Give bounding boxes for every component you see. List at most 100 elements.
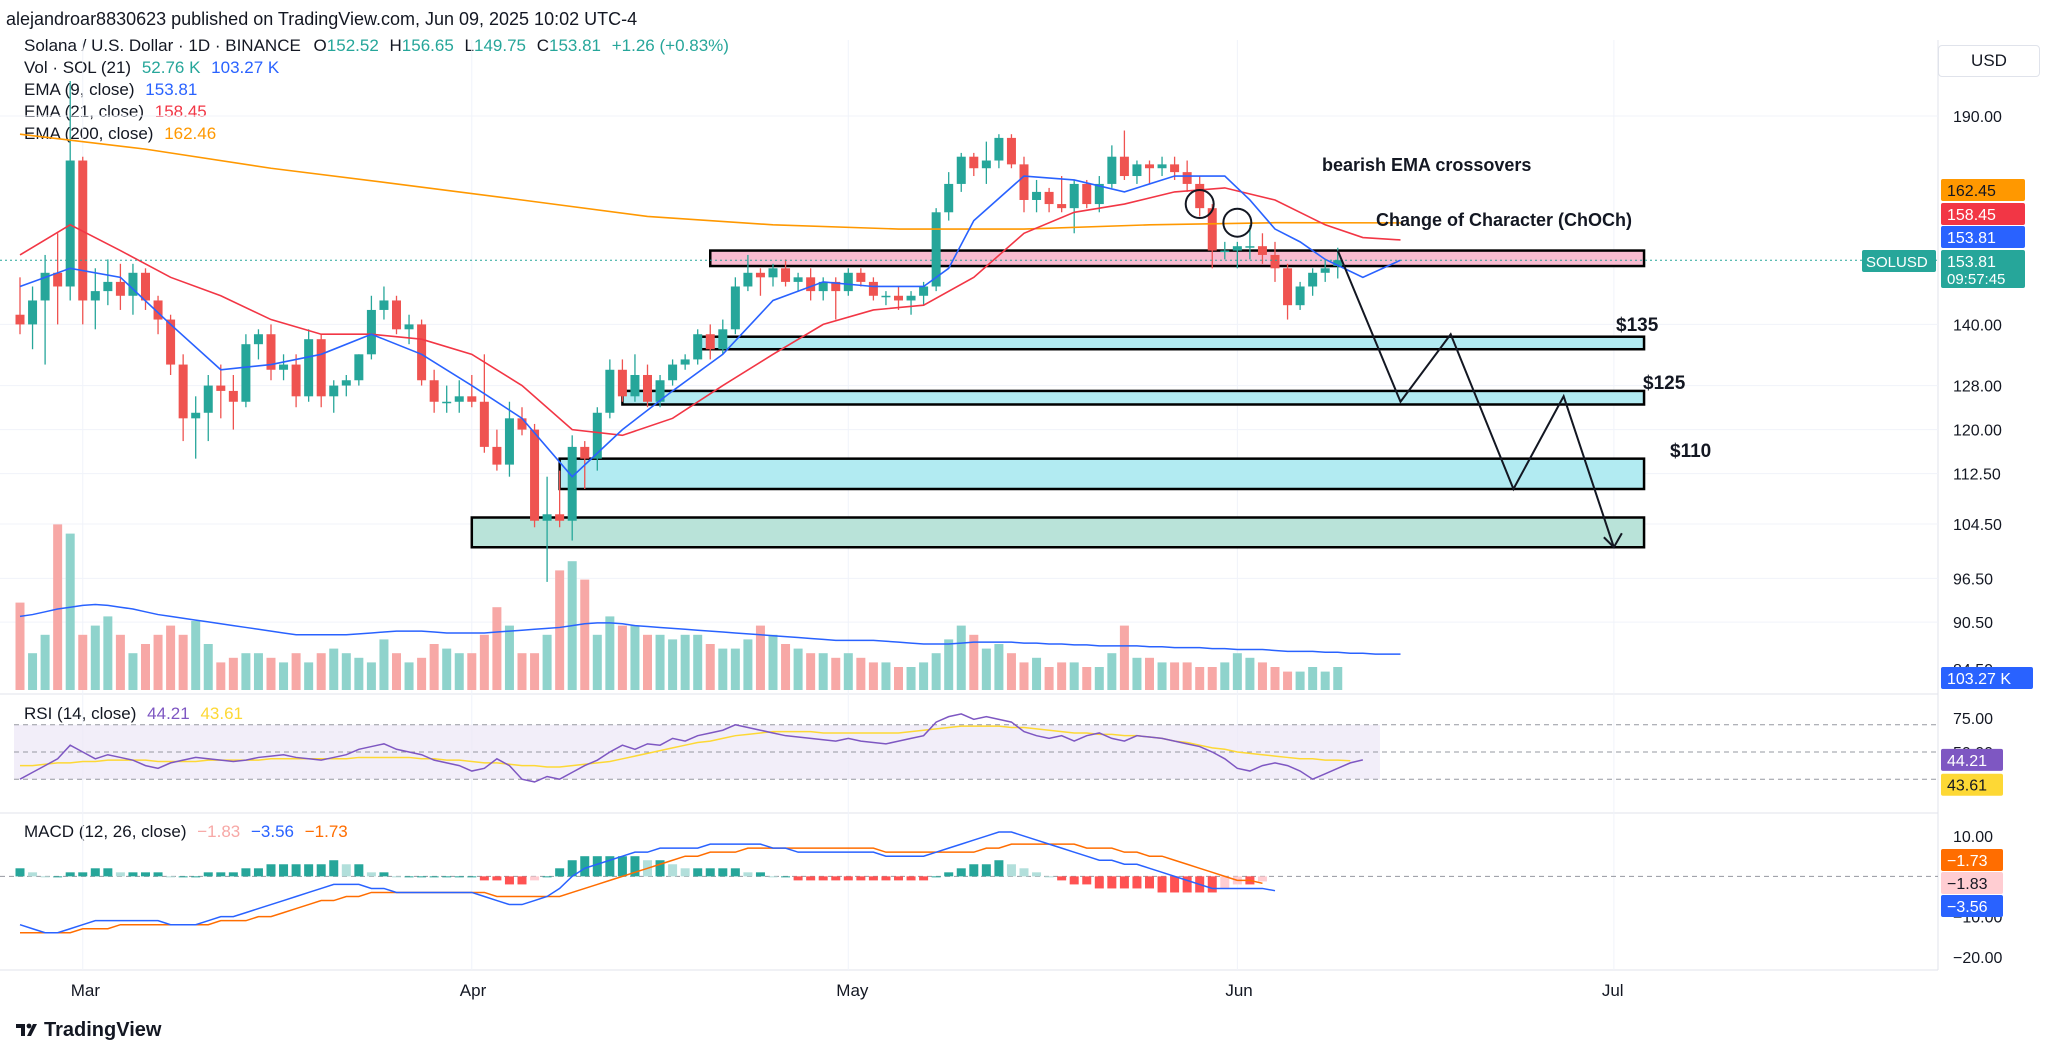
volume-bar [429,644,439,690]
macd-hist-bar [818,876,828,881]
volume-bar [1295,671,1305,690]
legend-close: 153.81 [549,36,602,55]
macd-hist-bar [856,876,866,881]
candle-body [1044,191,1054,205]
candle-body [856,272,866,282]
candle-body [166,319,176,365]
candle-body [680,359,690,365]
rsi-badge: 44.21 [1947,753,1987,770]
candle-body [1094,183,1104,205]
rsi-legend: RSI (14, close) 44.21 43.61 [24,704,243,724]
candle-body [392,300,401,330]
volume-legend: Vol · SOL (21) 52.76 K 103.27 K [24,58,279,78]
macd-hist-bar [103,868,113,877]
ema21-badge-bg [1941,203,2025,225]
candle-body [592,412,602,459]
macd-hist-bar [366,872,376,877]
macd-hist-bar [617,856,627,877]
ema21-line [19,187,1401,437]
macd-hist-bar [580,856,590,877]
macd-hist-bar [1182,876,1192,893]
symbol-tag-bg [1862,250,1936,272]
volume-bar [115,634,125,690]
candle-body [492,446,502,465]
volume-bar [1308,667,1318,690]
volume-bar [216,662,226,690]
volume-bar [228,657,238,690]
macd-hist-bar [630,856,640,877]
candle-body [1145,164,1154,169]
macd-hist-bar [454,876,464,878]
candle-body [191,412,201,419]
macd-hist-bar [90,868,100,877]
legend-l-label: L [464,36,474,55]
macd-hist-badge: −1.83 [1947,876,1988,893]
candle-body [944,183,954,213]
macd-hist-bar [279,864,289,877]
volume-bar [693,634,703,690]
volume-bar [1044,667,1054,690]
volume-bar [592,634,602,690]
candle-body [630,374,640,397]
macd-hist-bar [605,856,615,877]
candle-body [1019,164,1029,200]
volume-bar [818,653,828,690]
volume-bar [291,653,301,690]
price-axis-label: 128.00 [1953,379,2002,396]
macd-hist-bar [417,876,427,878]
macd-hist-bar [956,868,966,877]
candle-body [868,281,878,296]
macd-hist-bar [442,876,452,878]
macd-hist-bar [1019,868,1029,877]
candle-body [718,329,728,350]
volume-bar [781,644,791,690]
macd-line-badge-bg [1941,895,2003,917]
volume-bar [266,657,276,690]
candle-body [1232,246,1242,251]
candle-body [1032,191,1042,200]
volume-bar [404,662,414,690]
candle-body [404,324,414,330]
volume-bar [956,625,966,690]
candle-body [1320,268,1330,273]
macd-hist-bar [718,868,728,877]
candle-body [730,286,740,330]
rsi-badge-bg [1941,748,2003,771]
macd-hist-bar [228,872,238,877]
candle-body [28,300,38,325]
candle-body [442,401,452,404]
currency-button[interactable]: USD [1938,45,2040,77]
candle-body [354,354,364,381]
volume-bar [630,625,640,690]
volume-bar [1069,662,1079,690]
macd-hist-bar [1006,864,1016,877]
candle-body [141,272,150,301]
volume-bar [454,653,464,690]
volume-bar [1032,657,1042,690]
volume-bar [881,662,891,690]
macd-hist-bar [567,860,577,877]
candle-body [981,160,991,169]
zone-support [621,389,1646,406]
macd-hist-bar [1145,876,1154,889]
volume-bar [78,634,88,690]
macd-hist-bar [517,876,527,885]
volume-bar [743,639,753,690]
macd-hist-badge-bg [1941,872,2003,894]
candle-body [467,396,477,402]
legend-c-label: C [536,36,550,55]
volume-bar [806,653,816,690]
volume-bar [969,634,979,690]
macd-hist-bar [191,876,201,878]
macd-hist-bar [969,864,979,877]
volume-bar [53,524,63,690]
price-axis-label: 120.00 [1953,423,2002,440]
candle-body [555,514,565,521]
symbol-tag: SOLUSD [1866,254,1928,271]
macd-hist-bar [1170,876,1180,893]
candle-body [128,272,138,296]
macd-hist-bar [1032,872,1042,877]
volume-bar [617,625,627,690]
candle-body [1069,183,1079,209]
